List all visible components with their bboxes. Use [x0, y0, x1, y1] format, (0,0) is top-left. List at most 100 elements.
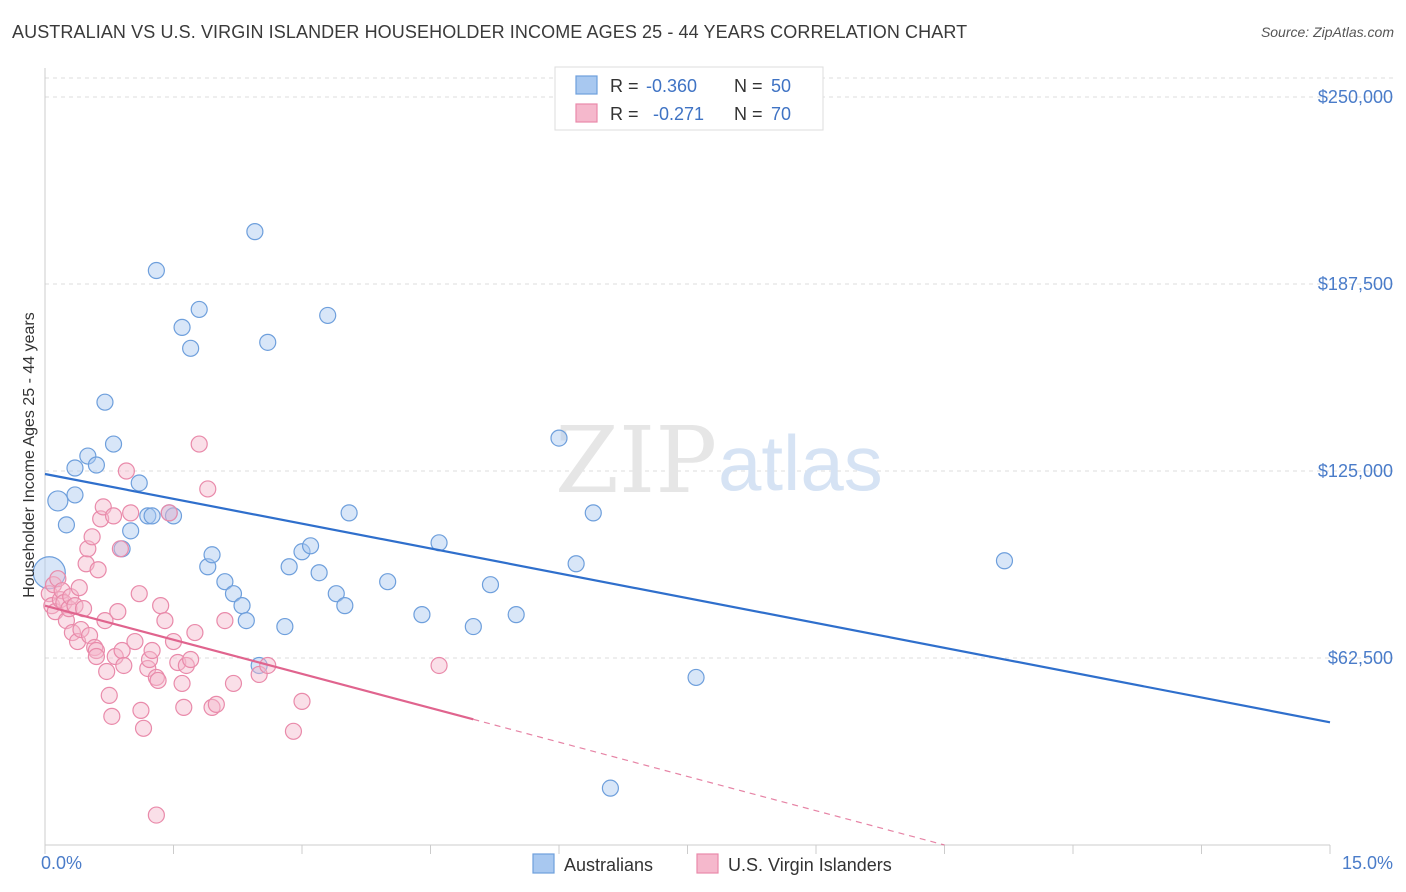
point-virgin-islanders — [143, 641, 161, 660]
chart-title: AUSTRALIAN VS U.S. VIRGIN ISLANDER HOUSE… — [12, 22, 968, 42]
legend-n-value: 70 — [771, 104, 791, 124]
point-virgin-islanders — [182, 650, 200, 669]
point-virgin-islanders — [160, 504, 178, 522]
point-virgin-islanders — [430, 656, 448, 675]
point-australians — [173, 318, 191, 336]
x-tick-label: 15.0% — [1342, 853, 1393, 873]
legend-r-value: -0.360 — [646, 76, 697, 96]
data-points — [32, 223, 1014, 824]
watermark-zip: ZIP — [555, 407, 717, 514]
point-australians — [139, 507, 157, 525]
point-australians — [340, 504, 358, 522]
point-virgin-islanders — [190, 435, 208, 453]
point-virgin-islanders — [62, 588, 80, 606]
trend-virgin-islanders-extension — [473, 718, 945, 846]
point-australians — [130, 474, 148, 492]
point-australians — [379, 573, 397, 591]
point-australians — [122, 522, 140, 540]
legend-r-value: -0.271 — [653, 104, 704, 124]
point-virgin-islanders — [147, 668, 165, 687]
point-virgin-islanders — [72, 620, 90, 639]
point-australians — [336, 597, 354, 615]
point-australians — [995, 552, 1014, 570]
point-australians — [216, 573, 234, 591]
point-australians — [47, 490, 69, 512]
point-australians — [687, 668, 705, 687]
legend-label-australians: Australians — [564, 855, 653, 875]
y-tick-label: $187,500 — [1318, 274, 1393, 294]
point-virgin-islanders — [147, 806, 165, 824]
legend-swatch-blue — [575, 75, 598, 95]
point-virgin-islanders — [250, 665, 268, 684]
point-virgin-islanders — [224, 674, 243, 693]
point-virgin-islanders — [173, 674, 191, 693]
axes — [44, 68, 1331, 854]
point-australians — [259, 333, 277, 351]
point-virgin-islanders — [126, 632, 144, 651]
point-virgin-islanders — [152, 597, 170, 615]
point-virgin-islanders — [293, 692, 311, 710]
point-virgin-islanders — [70, 579, 88, 597]
point-virgin-islanders — [175, 698, 193, 716]
point-australians — [190, 300, 208, 319]
point-australians — [293, 543, 311, 561]
y-axis-title: Householder Income Ages 25 - 44 years — [21, 312, 38, 598]
legend-r-label: R = — [610, 104, 639, 124]
y-tick-label: $250,000 — [1318, 87, 1393, 107]
point-virgin-islanders — [109, 603, 127, 621]
legend-swatch-virgin-islanders — [696, 853, 719, 874]
point-virgin-islanders — [115, 656, 133, 675]
point-virgin-islanders — [207, 695, 225, 713]
trend-virgin-islanders — [44, 604, 474, 721]
trend-australians — [44, 472, 1331, 724]
point-australians — [319, 306, 337, 325]
point-virgin-islanders — [130, 585, 148, 603]
point-virgin-islanders — [199, 480, 217, 498]
point-virgin-islanders — [111, 540, 129, 558]
tick-labels: $62,500 $125,000 $187,500 $250,000 0.0% 15.0% — [41, 87, 1393, 873]
point-virgin-islanders — [104, 507, 123, 525]
point-australians — [147, 261, 165, 280]
legend-swatch-pink — [575, 103, 598, 123]
point-australians — [584, 504, 602, 522]
point-australians — [237, 611, 255, 630]
point-virgin-islanders — [134, 719, 153, 737]
legend-label-virgin-islanders: U.S. Virgin Islanders — [728, 855, 892, 875]
point-australians — [601, 779, 620, 797]
point-australians — [182, 339, 200, 357]
legend-swatch-australians — [532, 853, 555, 874]
point-virgin-islanders — [106, 647, 124, 666]
watermark-atlas: atlas — [718, 419, 883, 507]
point-australians — [203, 546, 221, 564]
legend-n-label: N = — [734, 76, 763, 96]
legend-bottom: Australians U.S. Virgin Islanders — [532, 853, 892, 875]
point-australians — [310, 564, 328, 582]
point-virgin-islanders — [89, 561, 107, 579]
point-australians — [57, 516, 76, 534]
point-australians — [507, 606, 525, 624]
point-virgin-islanders — [132, 701, 150, 719]
legend-n-label: N = — [734, 104, 763, 124]
source-credit: Source: ZipAtlas.com — [1260, 24, 1394, 40]
point-virgin-islanders — [83, 528, 101, 546]
x-tick-label: 0.0% — [41, 853, 82, 873]
point-virgin-islanders — [186, 623, 204, 642]
point-australians — [327, 585, 345, 603]
point-australians — [413, 606, 431, 624]
point-australians — [87, 456, 106, 474]
point-virgin-islanders — [87, 647, 106, 666]
grid — [45, 77, 1395, 659]
point-virgin-islanders — [103, 707, 121, 725]
point-australians — [246, 223, 264, 241]
point-australians — [79, 447, 97, 465]
point-virgin-islanders — [149, 671, 167, 690]
point-virgin-islanders — [216, 611, 234, 630]
point-virgin-islanders — [117, 462, 135, 480]
legend-top: R = -0.360 N = 50 R = -0.271 N = 70 — [554, 66, 824, 131]
trend-lines — [44, 472, 1331, 846]
point-australians — [481, 576, 500, 594]
point-australians — [567, 555, 585, 573]
point-australians — [301, 537, 320, 555]
point-virgin-islanders — [113, 641, 131, 660]
